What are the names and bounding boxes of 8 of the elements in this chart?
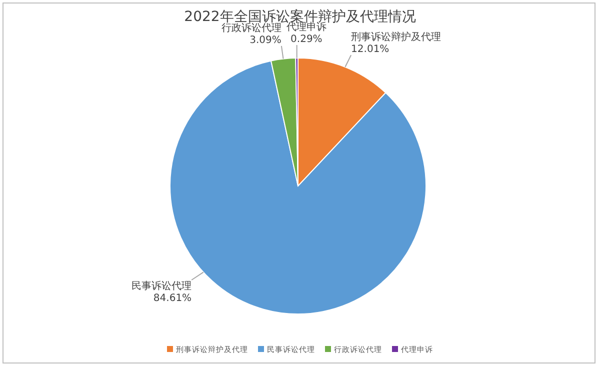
slice-label: 行政诉讼代理 (221, 22, 282, 34)
data-label: 3.09% (250, 34, 282, 46)
slice-label: 代理申诉 (285, 21, 326, 34)
data-label: 84.61% (153, 293, 192, 304)
data-label: 12.01% (351, 44, 390, 56)
data-label: 0.29% (290, 34, 322, 46)
slice-label: 刑事诉讼辩护及代理 (351, 31, 442, 44)
slice-label: 民事诉讼代理 (132, 280, 192, 292)
